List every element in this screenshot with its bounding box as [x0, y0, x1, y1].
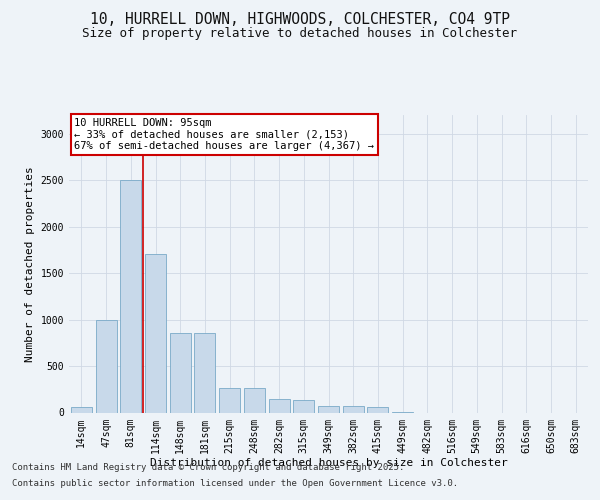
Bar — [194, 334, 215, 412]
Text: Size of property relative to detached houses in Colchester: Size of property relative to detached ho… — [83, 28, 517, 40]
Bar — [71, 408, 92, 412]
Bar — [367, 407, 388, 412]
Text: 10 HURRELL DOWN: 95sqm
← 33% of detached houses are smaller (2,153)
67% of semi-: 10 HURRELL DOWN: 95sqm ← 33% of detached… — [74, 118, 374, 151]
Bar — [145, 254, 166, 412]
Bar — [343, 406, 364, 412]
Bar — [318, 406, 339, 412]
Bar — [244, 388, 265, 412]
Text: Contains public sector information licensed under the Open Government Licence v3: Contains public sector information licen… — [12, 478, 458, 488]
X-axis label: Distribution of detached houses by size in Colchester: Distribution of detached houses by size … — [149, 458, 508, 468]
Text: 10, HURRELL DOWN, HIGHWOODS, COLCHESTER, CO4 9TP: 10, HURRELL DOWN, HIGHWOODS, COLCHESTER,… — [90, 12, 510, 28]
Bar — [293, 400, 314, 412]
Text: Contains HM Land Registry data © Crown copyright and database right 2025.: Contains HM Land Registry data © Crown c… — [12, 464, 404, 472]
Bar — [95, 320, 116, 412]
Y-axis label: Number of detached properties: Number of detached properties — [25, 166, 35, 362]
Bar — [170, 334, 191, 412]
Bar — [219, 388, 240, 412]
Bar — [269, 398, 290, 412]
Bar — [120, 180, 141, 412]
